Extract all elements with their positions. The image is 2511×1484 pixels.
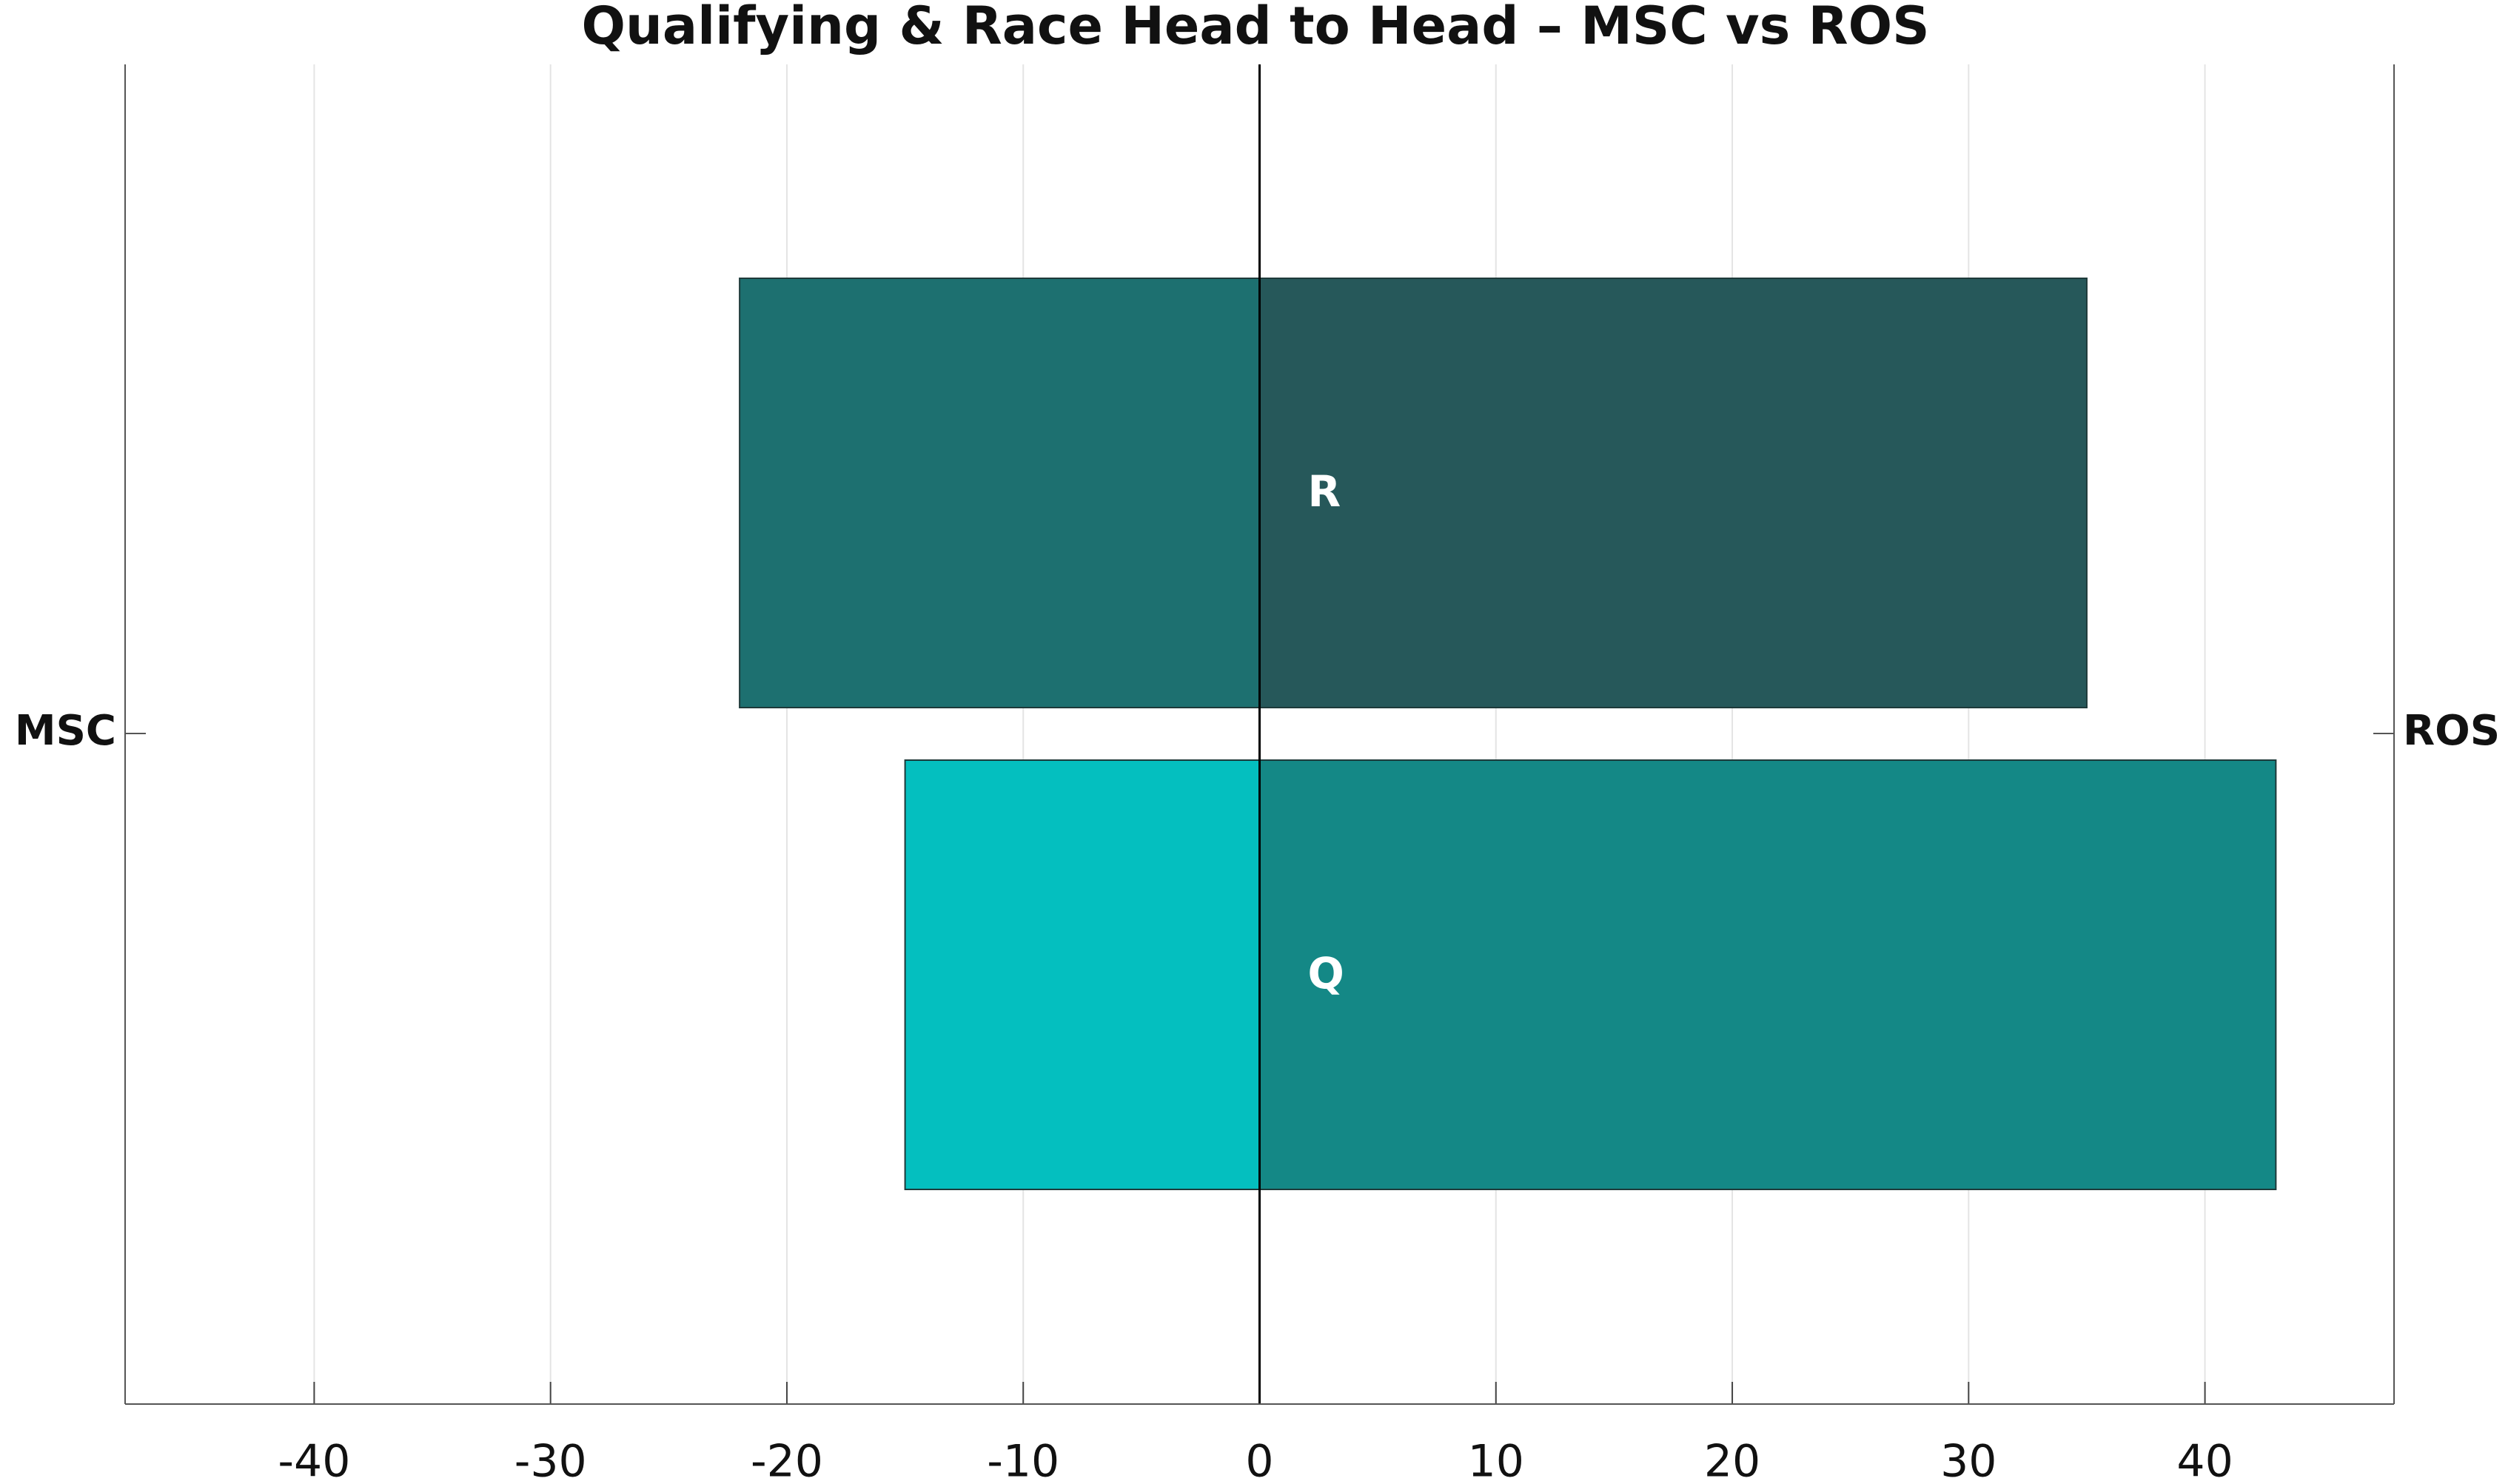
left-label: MSC bbox=[15, 707, 116, 755]
x-tick-label: -20 bbox=[751, 1436, 823, 1484]
bar-label: R bbox=[1308, 466, 1341, 517]
bar bbox=[739, 278, 1261, 708]
bar bbox=[904, 759, 1261, 1190]
chart-title: Qualifying & Race Head to Head – MSC vs … bbox=[582, 0, 1930, 56]
right-label: ROS bbox=[2403, 707, 2500, 755]
x-tick-label: -30 bbox=[514, 1436, 587, 1484]
x-tick-label: 0 bbox=[1245, 1436, 1273, 1484]
bar bbox=[1258, 278, 2088, 708]
x-tick-label: -10 bbox=[987, 1436, 1059, 1484]
x-tick-label: 40 bbox=[2176, 1436, 2233, 1484]
bar-label: Q bbox=[1308, 948, 1344, 998]
x-tick-label: -40 bbox=[278, 1436, 350, 1484]
x-tick-label: 20 bbox=[1704, 1436, 1760, 1484]
x-tick-label: 10 bbox=[1468, 1436, 1524, 1484]
bar bbox=[1258, 759, 2277, 1190]
x-tick-label: 30 bbox=[1940, 1436, 1997, 1484]
